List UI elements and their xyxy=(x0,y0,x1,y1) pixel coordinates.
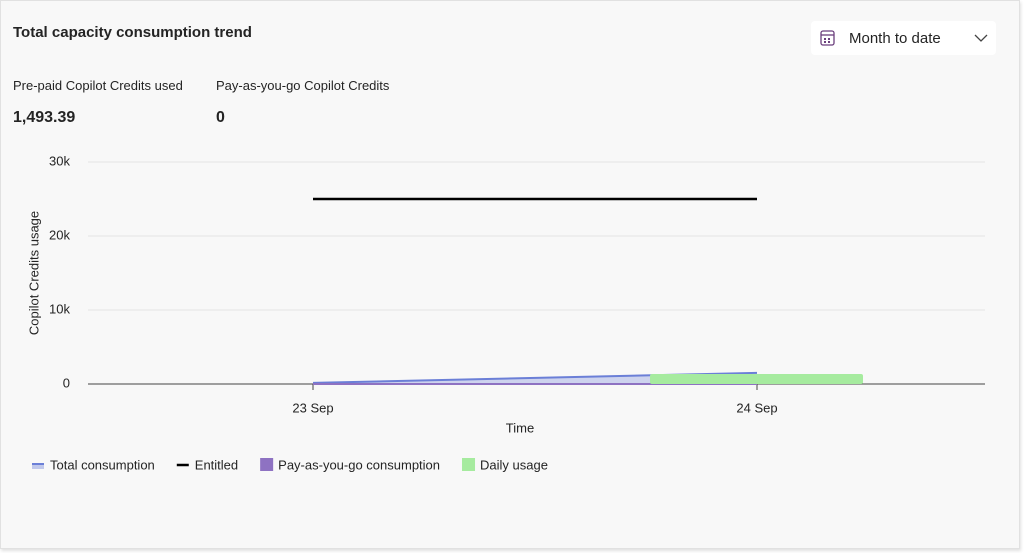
y-tick-label: 0 xyxy=(63,375,70,390)
x-axis-title: Time xyxy=(506,420,534,435)
y-tick-label: 30k xyxy=(49,153,70,168)
legend-label: Daily usage xyxy=(480,457,548,472)
legend-label: Pay-as-you-go consumption xyxy=(278,457,440,472)
legend-swatch xyxy=(462,458,476,471)
legend-swatch xyxy=(260,458,274,471)
date-filter[interactable]: Month to date xyxy=(811,21,996,55)
y-tick-label: 10k xyxy=(49,301,70,316)
y-axis-title: Copilot Credits usage xyxy=(26,211,41,335)
kpi-label: Pre-paid Copilot Credits used xyxy=(13,78,183,93)
filter-label: Month to date xyxy=(849,30,941,47)
kpi-value: 0 xyxy=(216,109,225,126)
y-tick-label: 20k xyxy=(49,227,70,242)
card-title: Total capacity consumption trend xyxy=(13,24,252,41)
x-tick-label: 23 Sep xyxy=(292,400,333,415)
kpi-value: 1,493.39 xyxy=(13,109,76,126)
legend-label: Entitled xyxy=(195,457,238,472)
bar xyxy=(650,374,863,384)
kpi-label: Pay-as-you-go Copilot Credits xyxy=(216,78,390,93)
legend-label: Total consumption xyxy=(50,457,155,472)
x-tick-label: 24 Sep xyxy=(736,400,777,415)
filter-icons xyxy=(820,30,988,46)
legend-swatch xyxy=(32,465,44,469)
